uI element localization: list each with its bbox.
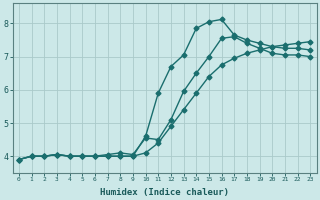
X-axis label: Humidex (Indice chaleur): Humidex (Indice chaleur) (100, 188, 229, 197)
